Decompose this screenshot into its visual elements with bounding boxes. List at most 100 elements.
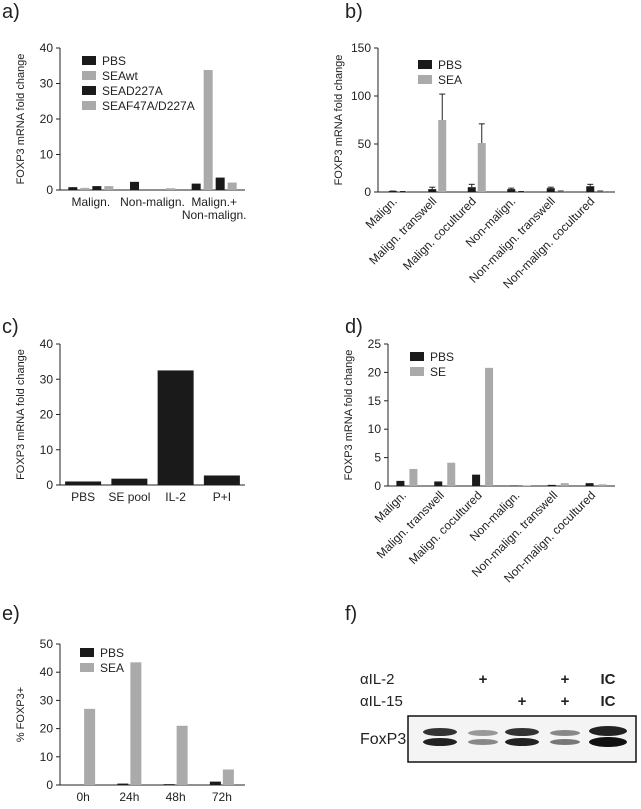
- legend-label: PBS: [438, 58, 462, 72]
- y-tick-label: 40: [40, 665, 54, 679]
- error-bar: [587, 184, 593, 186]
- bar: [438, 120, 446, 192]
- bar: [396, 481, 404, 486]
- x-tick-label: Malign. transwell: [374, 488, 447, 561]
- bar: [80, 188, 89, 190]
- panel-label: e): [2, 603, 20, 625]
- y-tick-label: 40: [40, 41, 54, 55]
- x-tick-label: PBS: [71, 490, 95, 504]
- blot-mark: +: [518, 693, 527, 710]
- bar: [65, 481, 101, 485]
- blot: [408, 716, 636, 762]
- y-tick-label: 30: [40, 693, 54, 707]
- y-tick-label: 0: [364, 185, 371, 199]
- bar: [447, 463, 455, 486]
- bar: [84, 709, 95, 785]
- y-tick-label: 100: [351, 89, 371, 103]
- bar: [164, 784, 175, 785]
- blot-row-label: αIL-2: [360, 671, 395, 688]
- x-tick-label: P+I: [213, 490, 231, 504]
- y-tick-label: 150: [351, 41, 371, 55]
- legend-swatch: [82, 71, 96, 80]
- y-axis-label: FOXP3 mRNA fold change: [343, 350, 355, 481]
- error-bar: [469, 184, 475, 187]
- bar: [130, 182, 139, 190]
- error-bar: [548, 187, 554, 188]
- y-tick-label: 0: [46, 183, 53, 197]
- legend-label: SEAF47A/D227A: [102, 99, 195, 113]
- y-tick-label: 15: [368, 394, 382, 408]
- blot-band: [468, 739, 498, 745]
- blot-band: [505, 738, 539, 746]
- blot-mark: +: [561, 693, 570, 710]
- bar: [210, 782, 221, 785]
- bar: [192, 184, 201, 190]
- legend-swatch: [82, 86, 96, 95]
- panel-label: c): [2, 316, 19, 338]
- bar: [117, 784, 128, 785]
- bar: [548, 485, 556, 486]
- panel-label: f): [345, 603, 357, 625]
- y-tick-label: 20: [40, 722, 54, 736]
- bar: [92, 186, 101, 190]
- legend-label: PBS: [430, 350, 454, 364]
- bar: [216, 178, 225, 190]
- bar: [478, 143, 486, 192]
- blot-band: [589, 726, 627, 736]
- y-tick-label: 30: [40, 372, 54, 386]
- blot-mark: IC: [601, 671, 616, 688]
- x-tick-label: 48h: [166, 790, 186, 804]
- bar: [507, 189, 515, 192]
- bar: [177, 726, 188, 785]
- blot-band: [468, 730, 498, 736]
- error-bar: [439, 94, 445, 120]
- bar: [68, 187, 77, 190]
- bar: [130, 662, 141, 785]
- bar: [561, 483, 569, 486]
- bar: [485, 368, 493, 486]
- blot-mark: +: [561, 671, 570, 688]
- x-tick-label: Malign.: [372, 488, 409, 525]
- bar: [523, 485, 531, 486]
- y-axis-label: FOXP3 mRNA fold change: [15, 54, 27, 185]
- bar: [158, 370, 194, 485]
- y-tick-label: 20: [40, 112, 54, 126]
- bar: [204, 475, 240, 485]
- bar: [547, 188, 555, 192]
- x-tick-label: Malign. transwell: [366, 194, 439, 267]
- y-tick-label: 50: [358, 137, 372, 151]
- blot-band: [423, 728, 457, 736]
- bar: [111, 479, 147, 485]
- legend-label: SE: [430, 365, 446, 379]
- panel-label: a): [2, 1, 20, 23]
- y-axis-label: % FOXP3+: [15, 687, 27, 742]
- y-tick-label: 10: [40, 750, 54, 764]
- bar: [468, 187, 476, 192]
- blot-band: [505, 728, 539, 736]
- x-tick-label: Malign.: [363, 194, 400, 231]
- legend-swatch: [410, 367, 424, 376]
- y-tick-label: 0: [374, 479, 381, 493]
- bar: [228, 183, 237, 190]
- legend-swatch: [80, 648, 94, 657]
- legend-label: SEA: [438, 73, 462, 87]
- x-tick-label: Malign. cocultured: [400, 194, 479, 273]
- x-tick-label: 24h: [119, 790, 139, 804]
- y-tick-label: 25: [368, 337, 382, 351]
- bar: [599, 484, 607, 486]
- bar: [166, 188, 175, 190]
- legend-swatch: [410, 352, 424, 361]
- x-tick-label: IL-2: [165, 490, 186, 504]
- legend-label: PBS: [102, 54, 126, 68]
- x-tick-label: Non-malign.: [120, 195, 185, 209]
- bar: [104, 186, 113, 190]
- x-tick-label: 0h: [76, 790, 89, 804]
- blot-row-label: αIL-15: [360, 693, 403, 710]
- x-tick-label: SE pool: [108, 490, 150, 504]
- bar: [223, 769, 234, 785]
- x-tick-label: Malign.: [71, 195, 110, 209]
- legend-label: SEAD227A: [102, 84, 163, 98]
- bar: [586, 483, 594, 486]
- legend-swatch: [80, 663, 94, 672]
- y-axis-label: FOXP3 mRNA fold change: [333, 55, 345, 186]
